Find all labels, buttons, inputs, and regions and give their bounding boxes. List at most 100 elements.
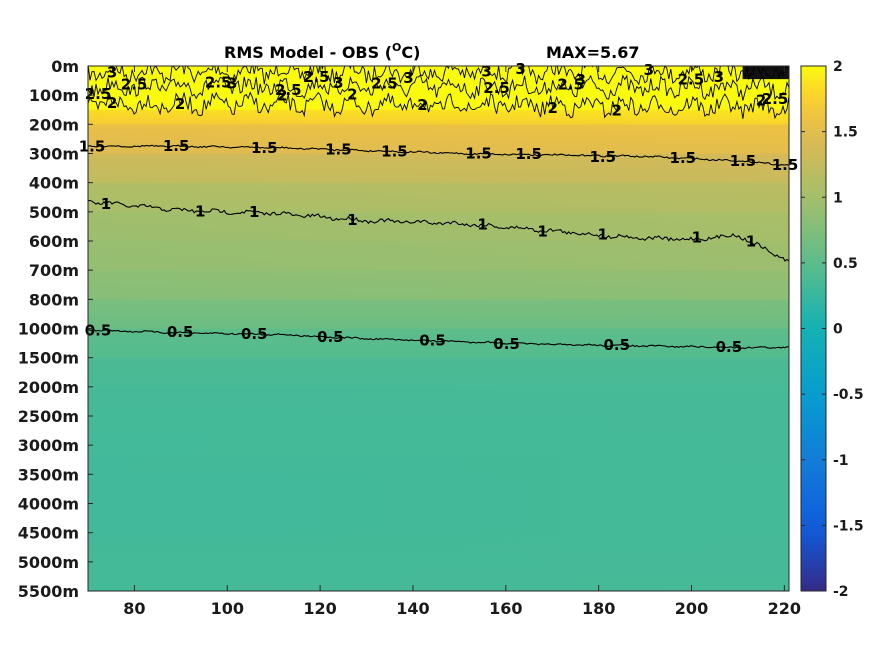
y-tick-label: 600m (29, 232, 79, 251)
contour-label: 2.5 (557, 76, 584, 94)
contour-label: 1.5 (163, 137, 190, 155)
y-tick-label: 3000m (18, 436, 79, 455)
contour-label: 2.5 (371, 74, 398, 92)
contour-label: 0.5 (317, 328, 344, 346)
chart-title: RMS Model - OBS (OC) MAX=5.67 (224, 41, 640, 62)
title-text: RMS Model - OBS ( (224, 43, 392, 62)
contour-label: 1 (746, 233, 756, 251)
y-tick-label: 2500m (18, 407, 79, 426)
contour-label: 2 (756, 92, 766, 110)
contour-label: 1.5 (772, 156, 799, 174)
contour-label: 3 (403, 69, 413, 87)
y-tick-label: 500m (29, 203, 79, 222)
colorbar-tick-label: 1.5 (833, 125, 858, 141)
contour-label: 1.5 (670, 149, 697, 167)
contour-label: 0.5 (85, 321, 112, 339)
x-tick-label: 120 (303, 599, 336, 618)
y-tick-label: 300m (29, 145, 79, 164)
y-tick-label: 0m (51, 57, 79, 76)
field-band (88, 182, 789, 213)
contour-label: 2 (417, 96, 427, 114)
colorbar-tick-label: -1 (833, 453, 849, 469)
contour-label: 2.5 (275, 81, 302, 99)
field-band (88, 299, 789, 330)
contour-label: 1 (598, 226, 608, 244)
contour-label: 2 (547, 99, 557, 117)
contour-label: 2 (347, 86, 357, 104)
field-band (88, 124, 789, 155)
contour-label: 1 (692, 229, 702, 247)
colorbar-tick-label: 1 (833, 190, 843, 206)
contour-label: 3 (644, 61, 654, 79)
colorbar-tick-label: 0 (833, 322, 843, 338)
max-value-label: MAX=5.67 (546, 43, 640, 62)
contour-label: 2 (612, 102, 622, 120)
x-tick-label: 180 (582, 599, 615, 618)
colorbar-ticks: -2 -1.5 -1 -0.5 0 0.5 1 1.5 2 (801, 59, 864, 600)
contour-line-0.5 (88, 328, 789, 350)
y-tick-label: 1000m (18, 320, 79, 339)
contour-label: 1.5 (325, 141, 352, 159)
colorbar-tick-label: -1.5 (833, 518, 864, 534)
y-tick-label: 4000m (18, 495, 79, 514)
contour-label: 2 (107, 94, 117, 112)
contour-label: 1 (195, 202, 205, 220)
x-tick-label: 80 (123, 599, 145, 618)
contour-label: 3 (107, 63, 117, 81)
contour-line-1.5 (88, 144, 789, 167)
field-band (88, 211, 789, 242)
contour-label: 2.5 (483, 79, 510, 97)
contour-label: 1 (347, 211, 357, 229)
x-tick-label: 100 (211, 599, 244, 618)
contour-label: 3 (333, 74, 343, 92)
contour-label: 2 (277, 87, 287, 105)
contour-label: 0.5 (603, 336, 630, 354)
contour-label: 1.5 (589, 148, 616, 166)
contour-line-1 (88, 199, 789, 262)
contour-label: 2.5 (762, 90, 789, 108)
field-band (88, 386, 789, 417)
contour-line-3 (88, 66, 789, 86)
field-band (88, 270, 789, 300)
contour-label: 0.5 (716, 338, 743, 356)
field-band (88, 109, 789, 125)
title-unit-superscript: O (392, 41, 401, 54)
field-band (88, 532, 789, 591)
svg-text:RMS Model - OBS (OC): RMS Model - OBS (OC) (224, 41, 420, 62)
x-tick-label: 140 (396, 599, 429, 618)
colorbar-tick-label: -2 (833, 584, 849, 600)
x-tick-label: 200 (675, 599, 708, 618)
y-tick-label: 4500m (18, 524, 79, 543)
y-tick-label: 5000m (18, 553, 79, 572)
field-band (88, 153, 789, 184)
contour-label: 0.5 (241, 325, 268, 343)
contour-label: 1.5 (730, 152, 757, 170)
x-tick-label: 160 (489, 599, 522, 618)
field-band (88, 474, 789, 534)
contour-layer (88, 66, 789, 350)
contour-label: 3 (227, 75, 237, 93)
contour-label: 1.5 (381, 143, 408, 161)
contour-label: 0.5 (493, 335, 520, 353)
y-axis: 0m 100m 200m 300m 400m 500m 600m 700m 800m 1000m 1… (18, 57, 93, 601)
colorbar-tick-label: -0.5 (833, 387, 864, 403)
y-tick-label: 700m (29, 261, 79, 280)
field-variation-layer (88, 66, 789, 591)
field-band (88, 241, 789, 271)
y-tick-label: 200m (29, 115, 79, 134)
contour-label: 1 (101, 195, 111, 213)
contour-label: 2.5 (303, 68, 330, 86)
field-band (88, 357, 789, 388)
contour-label: 3 (575, 71, 585, 89)
contour-label: 2.5 (85, 85, 112, 103)
y-tick-label: 1500m (18, 349, 79, 368)
contour-label: 3 (714, 68, 724, 86)
title-suffix: C) (401, 43, 420, 62)
y-tick-label: 2000m (18, 378, 79, 397)
contour-label: 3 (515, 60, 525, 78)
y-tick-label: 400m (29, 174, 79, 193)
contour-label: 1.5 (515, 145, 542, 163)
field-band (88, 416, 789, 475)
contour-label: 1 (249, 203, 259, 221)
